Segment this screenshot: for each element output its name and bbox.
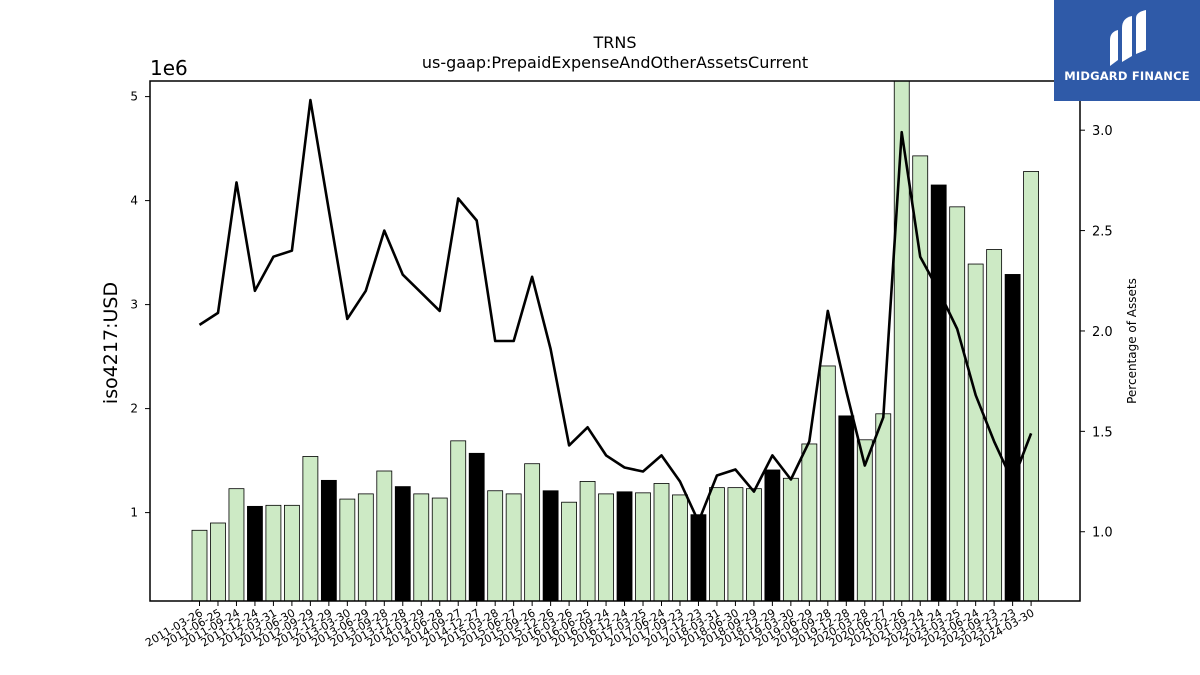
bar bbox=[357, 493, 374, 602]
bar bbox=[228, 488, 245, 602]
bar bbox=[283, 504, 300, 602]
bar bbox=[764, 469, 781, 602]
chart-subtitle: us-gaap:PrepaidExpenseAndOtherAssetsCurr… bbox=[422, 53, 808, 72]
y-tick-label: 2 bbox=[130, 402, 138, 416]
bar bbox=[450, 440, 467, 602]
bar bbox=[376, 470, 393, 602]
bar bbox=[210, 522, 226, 602]
bar bbox=[524, 463, 541, 602]
bar bbox=[579, 480, 596, 602]
logo-text: MIDGARD FINANCE bbox=[1064, 69, 1190, 83]
bar bbox=[653, 483, 670, 602]
bar bbox=[431, 497, 448, 602]
y2-tick-label: 1.0 bbox=[1092, 526, 1113, 541]
bar bbox=[320, 479, 337, 602]
bar bbox=[598, 493, 614, 602]
bar bbox=[801, 443, 818, 602]
bar bbox=[1023, 171, 1039, 602]
midgard-logo-icon bbox=[1110, 10, 1146, 66]
bar bbox=[1004, 274, 1021, 602]
bar bbox=[727, 487, 744, 602]
bar bbox=[746, 488, 762, 602]
bar bbox=[616, 491, 633, 602]
percent-of-assets-line bbox=[198, 98, 1033, 524]
bar bbox=[265, 504, 282, 602]
y2-tick-label: 1.5 bbox=[1092, 425, 1113, 440]
bar bbox=[690, 514, 707, 602]
bar bbox=[468, 452, 485, 602]
bar bbox=[709, 487, 725, 602]
bar bbox=[819, 365, 836, 602]
bar bbox=[930, 184, 947, 602]
y2-tick-label: 2.0 bbox=[1092, 325, 1113, 340]
bar bbox=[672, 494, 688, 602]
y-offset-label: 1e6 bbox=[150, 56, 188, 80]
plot-frame bbox=[149, 80, 1081, 602]
bar bbox=[413, 493, 430, 602]
bar bbox=[302, 456, 319, 602]
bar bbox=[247, 505, 263, 602]
y-axis-ticks: 1 2 3 4 5 bbox=[130, 90, 150, 520]
bar bbox=[561, 501, 577, 602]
chart-title: TRNS bbox=[592, 33, 636, 52]
y-tick-label: 1 bbox=[130, 506, 138, 520]
y-tick-label: 4 bbox=[130, 194, 138, 208]
bar bbox=[487, 490, 504, 602]
y2-tick-label: 2.5 bbox=[1092, 225, 1113, 240]
bar bbox=[191, 529, 208, 602]
y-tick-label: 3 bbox=[130, 298, 138, 312]
bar bbox=[635, 492, 651, 602]
bar bbox=[782, 477, 799, 602]
bar bbox=[875, 413, 892, 602]
y-tick-label: 5 bbox=[130, 90, 138, 104]
y2-axis-ticks: 1.0 1.5 2.0 2.5 3.0 bbox=[1080, 124, 1113, 541]
bar bbox=[339, 498, 356, 602]
y-axis-label: iso4217:USD bbox=[100, 282, 122, 404]
y2-tick-label: 3.0 bbox=[1092, 124, 1113, 139]
bar bbox=[505, 493, 522, 602]
bar bbox=[967, 263, 984, 602]
x-axis-ticks: 2011-03-262011-06-252011-09-242011-12-24… bbox=[143, 601, 1037, 650]
bar bbox=[542, 490, 559, 602]
y2-axis-label: Percentage of Assets bbox=[1125, 278, 1139, 404]
bar bbox=[838, 415, 855, 602]
bar bbox=[949, 206, 966, 602]
midgard-finance-logo: MIDGARD FINANCE bbox=[1054, 0, 1200, 101]
bar bbox=[394, 486, 411, 602]
